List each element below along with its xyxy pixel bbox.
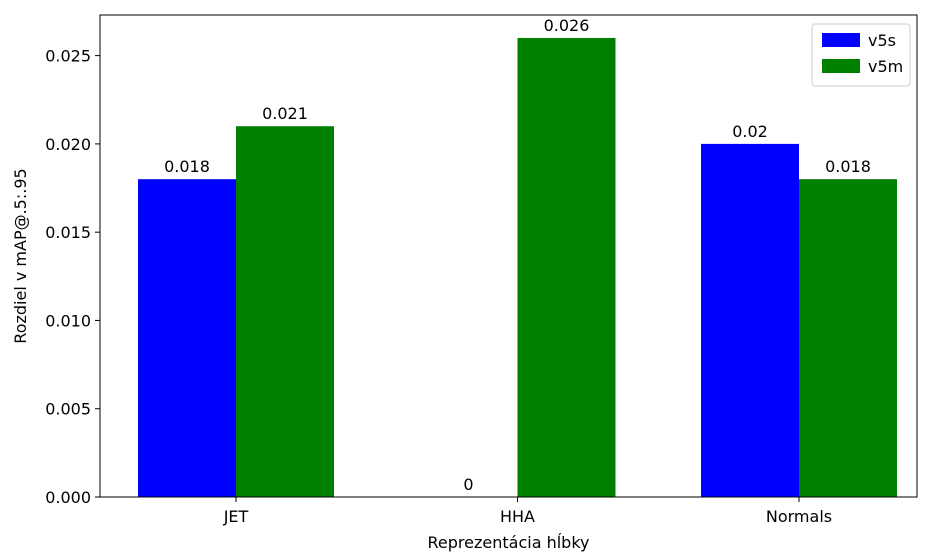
- legend-label-v5m: v5m: [868, 57, 903, 76]
- data-label-v5m-jet: 0.021: [262, 104, 308, 123]
- data-label-v5m-normals: 0.018: [825, 157, 871, 176]
- legend-swatch-v5m: [822, 59, 860, 73]
- x-tick-label: Normals: [766, 507, 832, 526]
- bars-layer: [138, 37, 897, 497]
- data-label-v5s-jet: 0.018: [164, 157, 210, 176]
- y-tick-label: 0.005: [45, 400, 91, 419]
- plot-area-frame: [99, 14, 918, 498]
- y-tick-label: 0.015: [45, 223, 91, 242]
- bar-v5m-jet: [236, 126, 334, 497]
- x-tick-label: HHA: [500, 507, 535, 526]
- bar-v5m-normals: [799, 179, 897, 497]
- legend-label-v5s: v5s: [868, 31, 896, 50]
- y-axis: 0.000 0.005 0.010 0.015 0.020 0.025: [45, 47, 100, 507]
- x-axis: JET HHA Normals: [223, 497, 832, 526]
- y-tick-label: 0.025: [45, 47, 91, 66]
- data-label-v5s-hha: 0: [463, 475, 473, 494]
- y-axis-title: Rozdiel v mAP@.5:.95: [11, 168, 30, 343]
- legend-swatch-v5s: [822, 33, 860, 47]
- y-tick-label: 0.020: [45, 135, 91, 154]
- bar-v5m-hha: [517, 37, 616, 497]
- x-tick-label: JET: [223, 507, 249, 526]
- x-axis-title: Reprezentácia hĺbky: [428, 533, 590, 552]
- bar-v5s-normals: [701, 143, 799, 497]
- y-tick-label: 0.000: [45, 488, 91, 507]
- data-labels-layer: 0.018 0.021 0 0.026 0.02 0.018: [164, 16, 871, 494]
- bar-v5s-jet: [138, 179, 236, 497]
- data-label-v5m-hha: 0.026: [544, 16, 590, 35]
- data-label-v5s-normals: 0.02: [732, 122, 768, 141]
- y-tick-label: 0.010: [45, 311, 91, 330]
